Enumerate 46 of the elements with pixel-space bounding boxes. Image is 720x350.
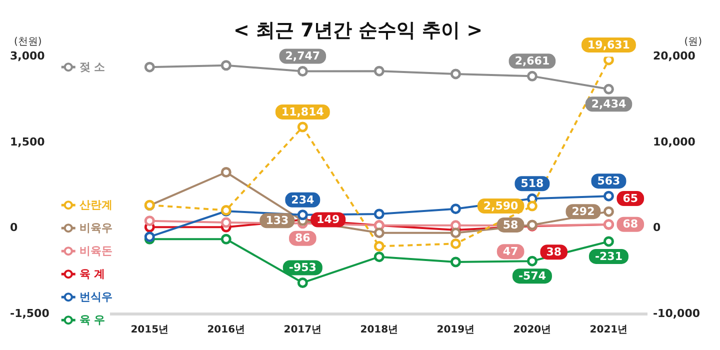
y2-axis-title: (원) xyxy=(684,36,702,48)
y2-tick-label: -10,000 xyxy=(652,306,700,320)
x-tick-label: 2020년 xyxy=(513,324,552,336)
x-tick-label: 2018년 xyxy=(360,324,398,336)
y2-tick-label: 20,000 xyxy=(652,50,696,63)
y-tick-label: 0 xyxy=(10,221,18,234)
legend-label: 비육돈 xyxy=(79,244,112,258)
data-label: 19,631 xyxy=(588,38,630,52)
data-label: 2,661 xyxy=(514,54,550,68)
data-label: 38 xyxy=(546,245,562,258)
data-label: 58 xyxy=(502,218,518,232)
legend-label: 육 우 xyxy=(79,313,106,326)
data-label: 65 xyxy=(622,192,638,205)
legend-label: 번식우 xyxy=(79,290,112,304)
data-label: 2,747 xyxy=(285,50,320,63)
data-label: -574 xyxy=(518,269,546,282)
x-tick-label: 2015년 xyxy=(130,324,169,336)
y-tick-label: -1,500 xyxy=(10,306,50,320)
x-tick-label: 2019년 xyxy=(436,324,475,336)
data-label: 518 xyxy=(520,177,544,190)
data-label: -953 xyxy=(288,261,316,274)
data-label: 292 xyxy=(572,204,595,218)
x-tick-label: 2017년 xyxy=(284,324,322,336)
data-label: 2,434 xyxy=(591,98,626,111)
y-tick-label: 1,500 xyxy=(10,135,46,148)
data-label: 2,590 xyxy=(483,199,519,212)
legend-label: 육 계 xyxy=(79,267,106,280)
x-tick-label: 2016년 xyxy=(207,324,246,336)
data-label: 47 xyxy=(502,244,518,258)
y2-tick-label: 10,000 xyxy=(652,135,696,148)
data-label: 133 xyxy=(266,214,289,228)
legend-label: 젖 소 xyxy=(79,60,106,74)
x-tick-label: 2021년 xyxy=(590,324,628,336)
y-axis-title: (천원) xyxy=(14,36,42,48)
y-tick-label: 3,000 xyxy=(10,50,46,63)
data-label: 234 xyxy=(291,193,314,206)
data-label: 68 xyxy=(622,218,638,231)
legend-label: 산란계 xyxy=(79,198,112,212)
legend-label: 비육우 xyxy=(79,221,112,234)
data-label: 563 xyxy=(597,174,620,188)
data-label: 149 xyxy=(316,213,340,226)
chart-title: < 최근 7년간 순수익 추이 > xyxy=(233,19,483,42)
data-label: 86 xyxy=(295,232,311,245)
data-label: 11,814 xyxy=(281,105,324,118)
data-label: -231 xyxy=(594,250,622,263)
y2-tick-label: 0 xyxy=(652,221,661,234)
